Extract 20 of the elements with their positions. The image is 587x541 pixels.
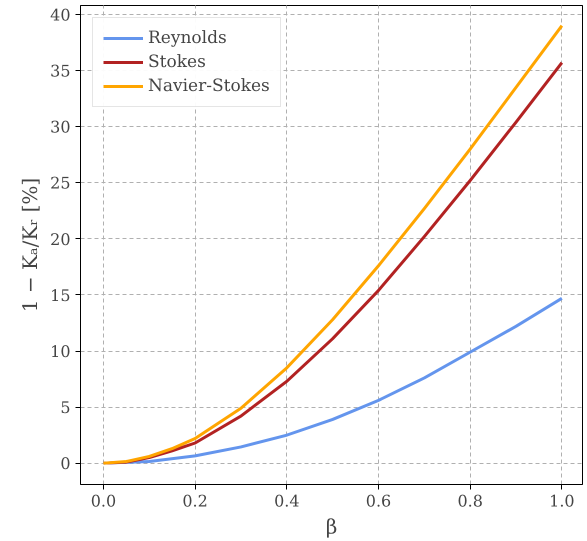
y-tick-label: 0 [60,454,71,474]
x-tick-label: 0.2 [182,492,208,510]
y-tick-label: 15 [50,286,70,305]
y-axis-title: 1 − Kₐ/Kᵣ [%] [18,178,42,312]
x-tick-label: 0.4 [274,492,300,510]
legend-label: Reynolds [148,28,227,48]
y-tick-label: 30 [50,118,70,137]
x-axis-title: β [326,514,338,538]
y-tick-label: 40 [50,5,70,24]
y-tick-label: 35 [50,62,70,81]
x-tick-label: 0.0 [90,492,116,510]
x-tick-label: 0.8 [457,492,483,510]
y-tick-label: 25 [50,174,70,193]
y-tick-label: 20 [50,230,70,249]
legend-label: Navier-Stokes [148,76,270,96]
x-tick-label: 0.6 [366,492,392,510]
x-tick-label: 1.0 [549,492,575,510]
legend-label: Stokes [148,52,206,72]
y-tick-label: 10 [50,342,70,362]
y-tick-label: 5 [60,398,71,418]
